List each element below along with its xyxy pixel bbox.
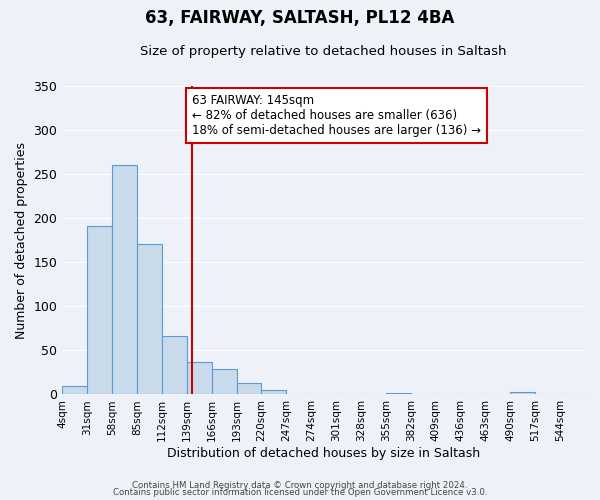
Bar xyxy=(112,165,137,394)
X-axis label: Distribution of detached houses by size in Saltash: Distribution of detached houses by size … xyxy=(167,447,480,460)
Bar xyxy=(262,390,286,394)
Title: Size of property relative to detached houses in Saltash: Size of property relative to detached ho… xyxy=(140,45,507,58)
Text: 63 FAIRWAY: 145sqm
← 82% of detached houses are smaller (636)
18% of semi-detach: 63 FAIRWAY: 145sqm ← 82% of detached hou… xyxy=(192,94,481,138)
Bar xyxy=(236,383,262,394)
Text: Contains public sector information licensed under the Open Government Licence v3: Contains public sector information licen… xyxy=(113,488,487,497)
Bar xyxy=(87,226,112,394)
Bar xyxy=(62,386,87,394)
Y-axis label: Number of detached properties: Number of detached properties xyxy=(15,142,28,338)
Bar xyxy=(137,244,162,394)
Bar xyxy=(511,392,535,394)
Bar xyxy=(212,369,236,394)
Text: Contains HM Land Registry data © Crown copyright and database right 2024.: Contains HM Land Registry data © Crown c… xyxy=(132,480,468,490)
Bar xyxy=(187,362,212,394)
Bar xyxy=(386,392,411,394)
Bar xyxy=(162,336,187,394)
Text: 63, FAIRWAY, SALTASH, PL12 4BA: 63, FAIRWAY, SALTASH, PL12 4BA xyxy=(145,8,455,26)
